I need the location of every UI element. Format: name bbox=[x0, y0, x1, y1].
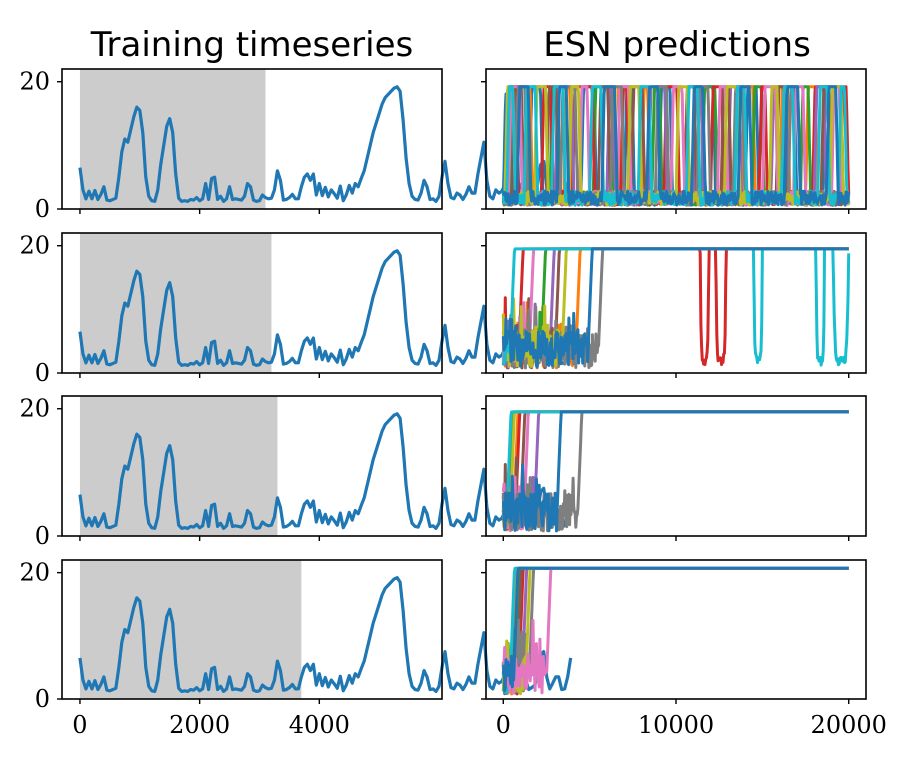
esn-prediction-line bbox=[501, 566, 850, 693]
x-tick-label: 4000 bbox=[289, 711, 350, 739]
axes-frame bbox=[61, 559, 443, 700]
training-window-shade bbox=[79, 233, 272, 373]
y-tick-label: 0 bbox=[35, 522, 50, 550]
subplot-grid: 0 20 0 20 0 20 0 2000 4000 0 20 0 10000 20000 bbox=[19, 68, 886, 739]
esn-prediction-line bbox=[501, 566, 850, 696]
y-tick-label: 20 bbox=[19, 68, 50, 96]
esn-prediction-line bbox=[501, 566, 850, 696]
x-tick-label: 10000 bbox=[638, 711, 714, 739]
axes-frame bbox=[485, 68, 867, 210]
axes-frame bbox=[61, 395, 443, 537]
x-tick-label: 20000 bbox=[811, 711, 887, 739]
x-tick-label: 0 bbox=[496, 711, 511, 739]
training-window-shade bbox=[79, 560, 302, 699]
right-column-title: ESN predictions bbox=[543, 25, 811, 65]
esn-prediction-line bbox=[502, 566, 850, 695]
esn-prediction-line bbox=[501, 247, 850, 368]
axes-frame bbox=[485, 395, 867, 537]
esn-prediction-line bbox=[501, 566, 850, 694]
axes-frame bbox=[61, 68, 443, 210]
y-tick-label: 0 bbox=[35, 195, 50, 223]
esn-prediction-line bbox=[501, 566, 850, 696]
training-timeseries-line bbox=[78, 412, 573, 530]
esn-prediction-line bbox=[501, 85, 851, 207]
y-tick-label: 20 bbox=[19, 559, 50, 587]
esn-prediction-line bbox=[501, 566, 850, 696]
y-tick-label: 0 bbox=[35, 685, 50, 713]
training-timeseries-line bbox=[78, 85, 573, 203]
axes-frame bbox=[485, 559, 867, 700]
y-tick-label: 0 bbox=[35, 359, 50, 387]
left-column-title: Training timeseries bbox=[90, 25, 413, 65]
training-timeseries-line bbox=[78, 576, 573, 694]
x-tick-label: 2000 bbox=[169, 711, 230, 739]
axes-frame bbox=[61, 232, 443, 374]
x-tick-label: 0 bbox=[72, 711, 87, 739]
y-tick-label: 20 bbox=[19, 232, 50, 260]
esn-prediction-line bbox=[502, 566, 850, 696]
axes-frame bbox=[485, 232, 867, 374]
esn-prediction-line bbox=[501, 566, 850, 694]
esn-prediction-line bbox=[501, 410, 850, 533]
esn-prediction-line bbox=[501, 566, 850, 691]
y-tick-label: 20 bbox=[19, 395, 50, 423]
training-timeseries-line bbox=[78, 249, 573, 367]
